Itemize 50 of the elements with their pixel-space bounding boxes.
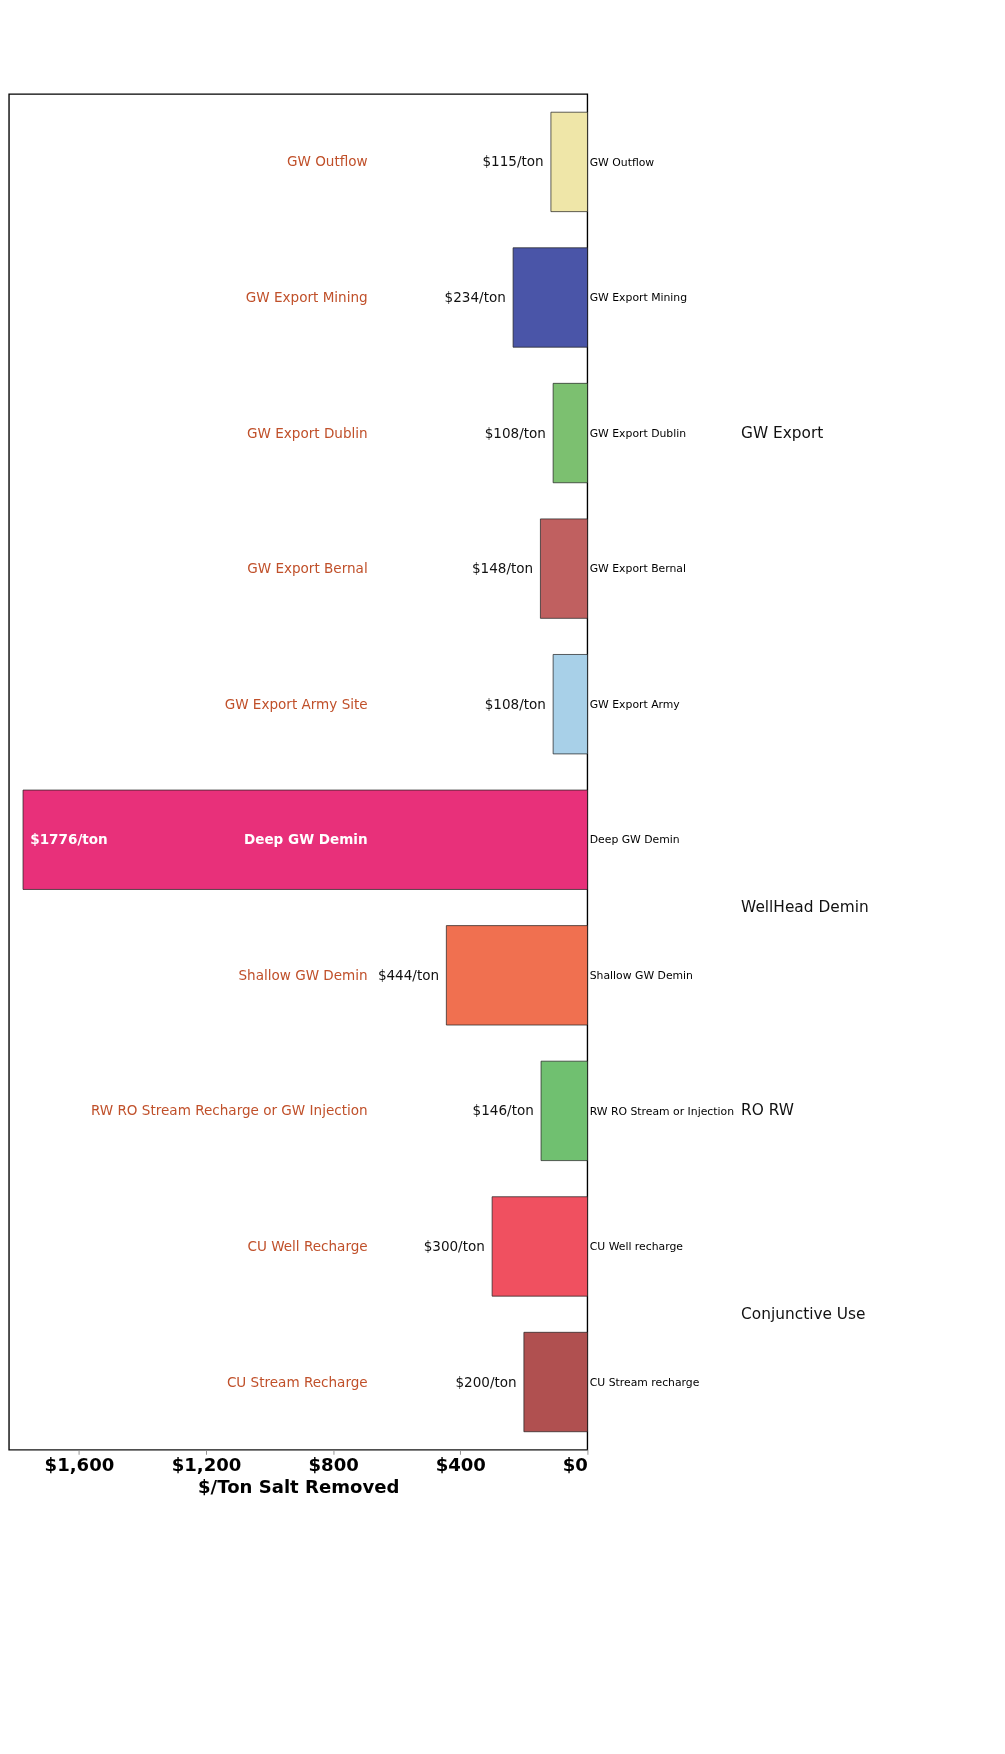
- annotation: GW Export Bernal: [247, 560, 368, 577]
- x-tick-label: $0: [562, 1454, 588, 1476]
- data-label: $148/ton: [471, 560, 534, 577]
- y-tick-label: CU Well recharge: [589, 1240, 684, 1254]
- x-tick-label: $1,200: [171, 1454, 242, 1476]
- bar: [512, 247, 588, 348]
- data-label: $444/ton: [377, 966, 440, 983]
- data-label: $1776/ton: [30, 831, 108, 848]
- annotation: GW Export Dublin: [247, 424, 368, 441]
- y-tick-label: GW Export Army: [589, 697, 681, 711]
- data-label: $108/ton: [484, 695, 546, 712]
- data-label: $234/ton: [444, 289, 506, 306]
- x-axis-title: $/Ton Salt Removed: [198, 1475, 400, 1497]
- y-tick-label: RW RO Stream or Injection: [589, 1104, 734, 1118]
- annotation: CU Stream Recharge: [226, 1373, 368, 1390]
- annotation: Shallow GW Demin: [238, 966, 368, 983]
- bar: [550, 111, 588, 212]
- y-tick-label: GW Outflow: [589, 155, 655, 169]
- x-tick-label: $1,600: [44, 1454, 115, 1476]
- annotation: GW Export Army Site: [224, 695, 368, 712]
- annotation: Deep GW Demin: [244, 831, 368, 848]
- bar: [540, 1060, 588, 1161]
- bar: [523, 1331, 588, 1433]
- data-label: $108/ton: [484, 424, 546, 441]
- y-tick-label: GW Export Mining: [589, 291, 688, 305]
- x-tick-label: $400: [435, 1454, 486, 1476]
- bar: [540, 518, 588, 619]
- y-tick-label: GW Export Dublin: [589, 426, 687, 440]
- bar: [22, 789, 588, 890]
- data-label: $300/ton: [423, 1237, 485, 1254]
- bar: [491, 1196, 588, 1297]
- text: RO RW: [741, 1101, 794, 1120]
- text: Conjunctive Use: [741, 1304, 866, 1323]
- data-label: $146/ton: [472, 1102, 534, 1119]
- x-tick-label: $800: [308, 1454, 359, 1476]
- y-tick-label: CU Stream recharge: [589, 1375, 700, 1389]
- bar: [552, 654, 588, 755]
- text: GW Export: [741, 423, 824, 442]
- bar: [445, 925, 588, 1026]
- bar: [552, 382, 588, 484]
- data-label: $200/ton: [455, 1373, 517, 1390]
- annotation: RW RO Stream Recharge or GW Injection: [90, 1102, 368, 1119]
- y-tick-label: GW Export Bernal: [589, 562, 687, 576]
- y-tick-label: Shallow GW Demin: [589, 968, 693, 982]
- annotation: GW Export Mining: [245, 289, 368, 306]
- text: WellHead Demin: [741, 898, 869, 917]
- data-label: $115/ton: [482, 153, 544, 170]
- y-tick-label: Deep GW Demin: [589, 833, 680, 847]
- annotation: GW Outflow: [286, 153, 368, 170]
- annotation: CU Well Recharge: [247, 1237, 368, 1254]
